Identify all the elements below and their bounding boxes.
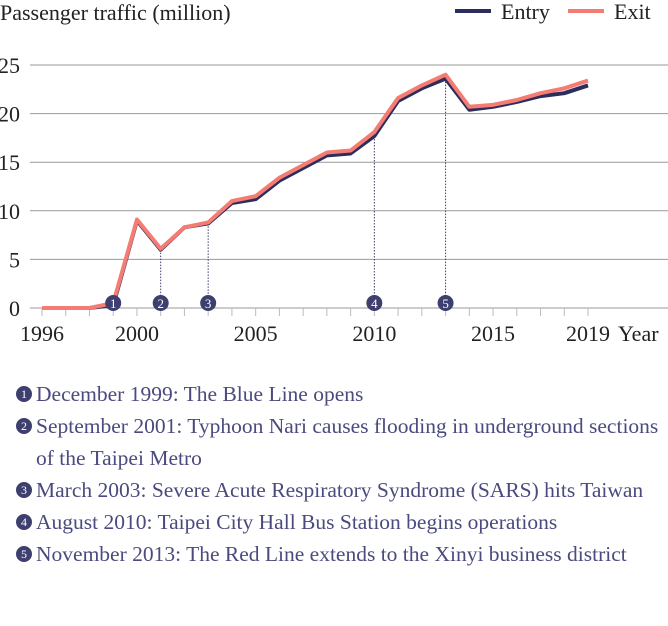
marker-badge: [437, 295, 454, 311]
annotation-item: 3 March 2003: Severe Acute Respiratory Sy…: [16, 474, 666, 506]
annotation-text: March 2003: Severe Acute Respiratory Syn…: [36, 478, 644, 502]
y-tick-label: 5: [9, 247, 20, 272]
x-tick-label: 2019: [566, 321, 610, 346]
annotation-text: November 2013: The Red Line extends to t…: [36, 542, 627, 566]
marker-number: 4: [371, 296, 378, 311]
annotation-number-badge: 4: [16, 514, 32, 530]
y-tick-label: 10: [0, 199, 20, 224]
annotation-number-badge: 1: [16, 386, 32, 402]
annotation-item: 1 December 1999: The Blue Line opens: [16, 378, 666, 410]
y-tick-label: 25: [0, 53, 20, 78]
annotation-text: August 2010: Taipei City Hall Bus Statio…: [36, 510, 558, 534]
y-tick-label: 20: [0, 102, 20, 127]
marker-number: 3: [205, 296, 212, 311]
annotation-text: December 1999: The Blue Line opens: [36, 382, 364, 406]
x-tick-label: 2015: [471, 321, 515, 346]
marker-badge: [105, 295, 122, 311]
x-axis-label: Year: [618, 321, 659, 346]
x-tick-label: 2005: [234, 321, 278, 346]
annotation-list: 1 December 1999: The Blue Line opens 2 Sept…: [16, 378, 666, 570]
x-tick-label: 1996: [20, 321, 64, 346]
series-line-entry: [42, 76, 589, 310]
line-chart: Passenger traffic (million) Entry Exit 0 5 10…: [0, 0, 668, 346]
marker-number: 2: [157, 296, 164, 311]
marker-badge: [152, 295, 169, 311]
annotation-number-badge: 5: [16, 546, 32, 562]
marker-badge: [200, 295, 217, 311]
series-line-exit: [42, 72, 589, 310]
chart-title: Passenger traffic (million): [0, 0, 231, 25]
annotation-item: 4 August 2010: Taipei City Hall Bus Stati…: [16, 506, 666, 538]
legend-label-exit: Exit: [614, 0, 651, 24]
x-tick-label: 2010: [352, 321, 396, 346]
annotation-item: 5 November 2013: The Red Line extends to …: [16, 538, 666, 570]
marker-number: 5: [442, 296, 449, 311]
y-tick-label: 0: [9, 296, 20, 321]
annotation-number-badge: 3: [16, 482, 32, 498]
annotation-text: September 2001: Typhoon Nari causes floo…: [36, 414, 659, 470]
y-tick-label: 15: [0, 150, 20, 175]
annotation-number-badge: 2: [16, 418, 32, 434]
x-tick-label: 2000: [115, 321, 159, 346]
annotation-item: 2 September 2001: Typhoon Nari causes flo…: [16, 410, 666, 474]
marker-badge: [366, 295, 383, 311]
legend-label-entry: Entry: [501, 0, 550, 24]
marker-number: 1: [110, 296, 117, 311]
